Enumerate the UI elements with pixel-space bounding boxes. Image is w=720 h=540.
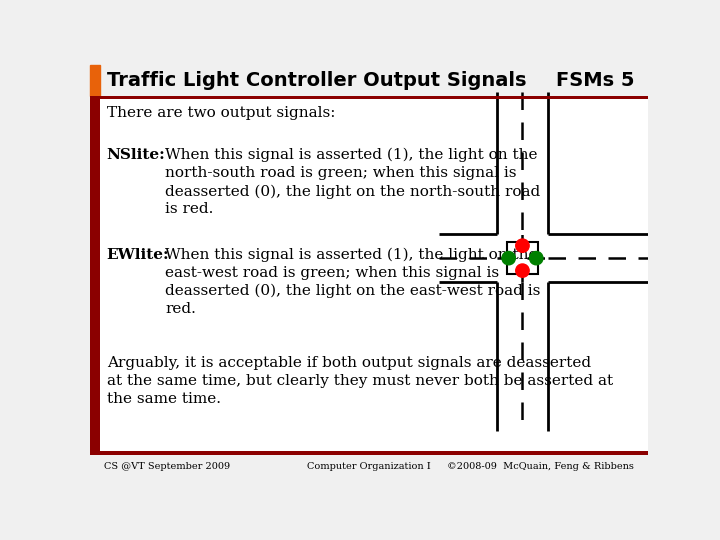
- Text: EWlite:: EWlite:: [107, 248, 169, 262]
- Text: FSMs 5: FSMs 5: [556, 71, 634, 90]
- Text: ©2008-09  McQuain, Feng & Ribbens: ©2008-09 McQuain, Feng & Ribbens: [447, 462, 634, 471]
- FancyBboxPatch shape: [100, 99, 648, 451]
- Text: There are two output signals:: There are two output signals:: [107, 106, 336, 120]
- Ellipse shape: [502, 252, 516, 265]
- Text: NSlite:: NSlite:: [107, 148, 166, 162]
- Text: Traffic Light Controller Output Signals: Traffic Light Controller Output Signals: [107, 71, 526, 90]
- FancyBboxPatch shape: [90, 96, 100, 455]
- Text: Computer Organization I: Computer Organization I: [307, 462, 431, 471]
- FancyBboxPatch shape: [90, 65, 100, 96]
- Text: Arguably, it is acceptable if both output signals are deasserted
at the same tim: Arguably, it is acceptable if both outpu…: [107, 356, 613, 406]
- Ellipse shape: [516, 239, 529, 252]
- Text: When this signal is asserted (1), the light on the
north-south road is green; wh: When this signal is asserted (1), the li…: [166, 148, 541, 217]
- Ellipse shape: [516, 264, 529, 277]
- FancyBboxPatch shape: [90, 451, 648, 455]
- FancyBboxPatch shape: [90, 96, 648, 99]
- Text: CS @VT September 2009: CS @VT September 2009: [104, 462, 230, 471]
- Ellipse shape: [530, 252, 543, 265]
- Text: When this signal is asserted (1), the light on the
east-west road is green; when: When this signal is asserted (1), the li…: [166, 248, 541, 316]
